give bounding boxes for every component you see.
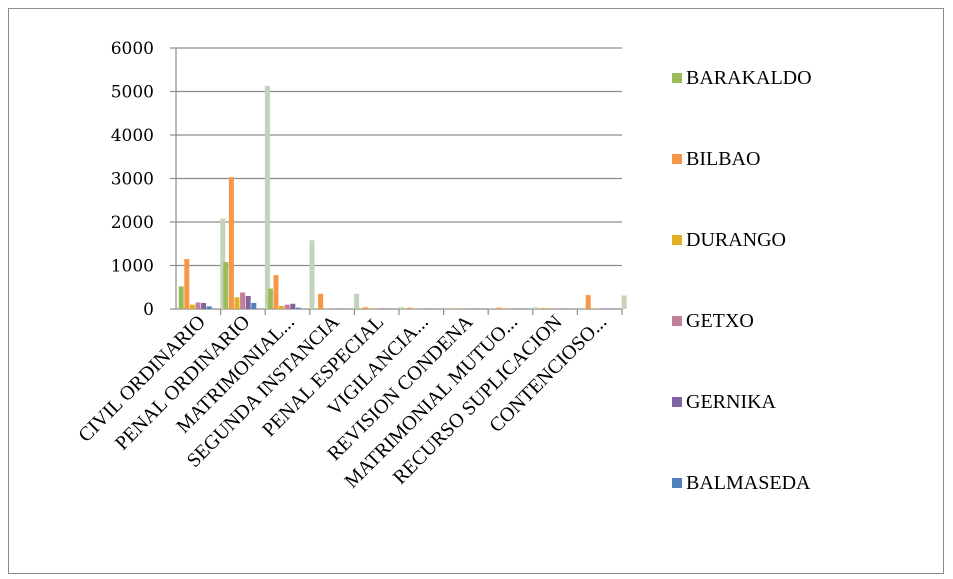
bar	[228, 177, 234, 309]
bar	[220, 218, 226, 309]
y-tick-label: 6000	[111, 39, 154, 59]
y-tick-label: 1000	[111, 257, 154, 277]
bar	[621, 295, 627, 309]
bar	[443, 307, 449, 309]
bar	[487, 308, 493, 309]
bar	[496, 307, 502, 309]
bar	[309, 240, 315, 309]
y-tick-label: 0	[143, 300, 154, 320]
bar	[284, 304, 290, 309]
bar	[368, 308, 374, 309]
y-tick-label: 2000	[111, 213, 154, 233]
bar	[201, 302, 207, 309]
bar	[362, 307, 368, 309]
legend-label: DURANGO	[686, 229, 786, 251]
bar	[577, 307, 583, 309]
bar	[223, 262, 229, 309]
bar	[290, 303, 296, 309]
bar	[206, 306, 212, 309]
bar-chart: 0 1000 2000 3000 4000 5000 6000 CIVIL ORDINARI…	[74, 39, 812, 494]
legend-label: GETXO	[686, 310, 754, 332]
legend-swatch	[672, 73, 682, 83]
bar	[251, 302, 257, 309]
bar	[184, 258, 190, 309]
chart-frame: 0 1000 2000 3000 4000 5000 6000 CIVIL ORDINARI…	[8, 8, 944, 574]
bar	[273, 275, 279, 309]
bar	[318, 293, 324, 309]
y-tick-labels: 0 1000 2000 3000 4000 5000 6000	[111, 39, 154, 320]
bar	[245, 295, 251, 309]
bar	[240, 292, 246, 309]
y-tick-label: 3000	[111, 170, 154, 190]
bar	[295, 307, 301, 309]
bar	[264, 85, 270, 309]
legend-swatch	[672, 478, 682, 488]
legend-label: BARAKALDO	[686, 67, 812, 89]
bar	[532, 307, 538, 309]
axes	[170, 47, 623, 315]
y-tick-label: 5000	[111, 83, 154, 103]
bar	[189, 304, 195, 309]
bars	[178, 85, 627, 309]
legend: BARAKALDO BILBAO DURANGO GETXO GERNIKA BALMAS…	[672, 67, 812, 494]
legend-swatch	[672, 397, 682, 407]
bar	[407, 307, 413, 309]
bar	[541, 308, 547, 309]
legend-swatch	[672, 316, 682, 326]
bar	[195, 302, 201, 309]
bar	[354, 293, 360, 309]
y-tick-label: 4000	[111, 126, 154, 146]
bar	[234, 297, 240, 309]
bar	[267, 288, 273, 309]
legend-label: GERNIKA	[686, 391, 777, 413]
bar	[178, 286, 184, 309]
legend-label: BILBAO	[686, 148, 760, 170]
legend-label: BALMASEDA	[686, 472, 811, 494]
legend-swatch	[672, 154, 682, 164]
bar	[585, 295, 591, 309]
legend-swatch	[672, 235, 682, 245]
bar	[279, 305, 285, 309]
bar	[398, 307, 404, 309]
gridlines	[176, 47, 622, 267]
